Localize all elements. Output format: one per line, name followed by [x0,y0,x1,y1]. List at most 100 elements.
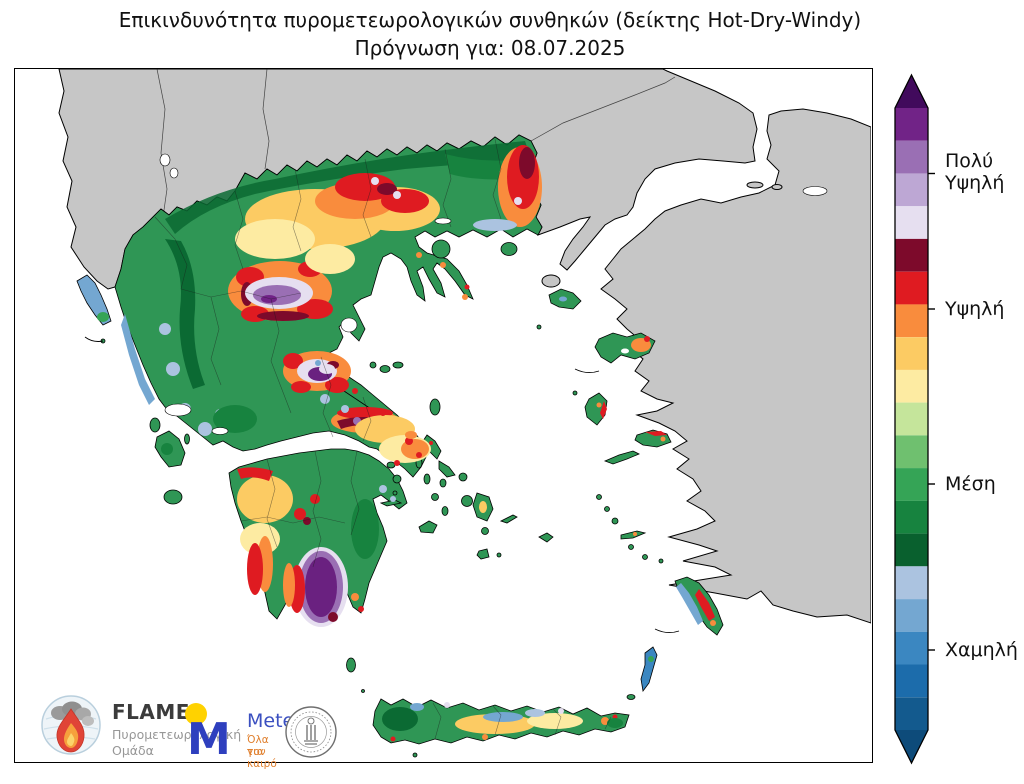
alonissos [392,361,404,369]
meteo-tagline-line1: Όλα για [247,734,269,758]
colorbar-segment [895,631,928,665]
thasos-island [431,239,451,259]
volvi-lake [434,217,452,225]
colorbar-segment [895,533,928,567]
colorbar [894,73,935,765]
colorbar-arrow-top [895,75,928,108]
flame-fire-cloud-icon [41,695,101,755]
mykonos [458,472,468,482]
symi [658,558,664,564]
skiathos [369,361,377,369]
meteo-m-icon: M [185,703,231,765]
country-borders [156,69,676,218]
chios-island [584,392,608,426]
flame-logo-subtitle-line1: Πυρομετεωρολογική [112,727,242,742]
agios-efstratios [536,324,542,330]
greece-risk-map [15,69,871,761]
trichonida-lake [211,427,229,435]
colorbar-segment [895,337,928,370]
colorbar-arrow-bottom [895,730,928,763]
ambracian-gulf [164,403,192,417]
gavdos [412,752,418,758]
ios [481,527,489,535]
iznik-lake [802,186,828,196]
meteo-tagline-line2: τον καιρό [247,746,277,770]
nisyros [628,544,634,550]
anafi [496,552,502,558]
colorbar-label-medium: Μέση [945,473,996,495]
milos-island [418,520,438,534]
admin-boundaries [154,138,612,740]
kythira-island [346,657,356,673]
prespa-lake [169,167,179,179]
map-axes [14,68,873,763]
ikaria-island [603,450,640,465]
samothraki-island [500,242,518,256]
sifnos [441,506,449,516]
skopelos [379,365,391,373]
paros [461,495,473,507]
aegina [392,474,402,484]
turkish-island [771,184,783,190]
poros [392,490,398,496]
zakynthos-island [163,489,183,505]
title-line2: Πρόγνωση για: 08.07.2025 [354,36,626,60]
colorbar-outline [894,73,929,765]
university-seal-icon [285,706,337,758]
colorbar-segment [895,435,928,469]
syros [439,478,447,488]
colorbar-segment [895,369,928,403]
title-line1: Επικινδυνότητα πυρομετεωρολογικών συνθηκ… [118,8,862,32]
colorbar-segment [895,500,928,534]
figure-title: Επικινδυνότητα πυρομετεωρολογικών συνθηκ… [0,6,980,62]
colorbar-segment [895,206,928,239]
colorbar-segment [895,173,928,207]
colorbar-segment [895,304,928,338]
kasos [626,694,636,700]
prespa-lake [159,153,171,167]
colorbar-segment [895,468,928,501]
santorini [476,548,490,560]
colorbar-segment [895,271,928,305]
antikythera-island [361,689,365,693]
colorbar-segment [895,402,928,436]
colorbar-label-very-high-line1: Πολύ [945,150,994,172]
colorbar-label-low: Χαμηλή [945,639,1018,661]
kos-island [620,530,647,540]
turkish-island [746,181,764,189]
colorbar-segment [895,238,928,272]
colorbar-segment [895,108,928,141]
flame-logo-subtitle-line2: Ομάδα [112,743,154,758]
colorbar-segment [895,599,928,632]
psara-island [572,390,578,396]
salamina [386,461,396,469]
lefkada-island [149,417,161,433]
colorbar-segment [895,697,928,731]
skyros-island [429,398,441,416]
kythnos [423,473,431,485]
colorbar-segment [895,140,928,174]
tinos-island [438,460,456,478]
colorbar-segment [895,664,928,698]
colorbar-segment [895,566,928,600]
patmos [596,494,602,500]
ithaca-island [184,433,190,445]
anatolia-landmass [600,108,871,624]
meteo-m-letter: M [187,714,231,758]
kalymnos [611,517,619,525]
tilos [642,554,648,560]
colorbar-label-very-high: Πολύ Υψηλή [945,150,1004,194]
amorgos [499,514,518,524]
hydra [379,499,403,507]
colorbar-label-high: Υψηλή [945,298,1005,320]
astypalea [538,532,554,543]
turkish-island [541,274,561,288]
meteo-logo: M Meteo Όλα για τον καιρό [183,700,306,770]
lakes [159,153,828,196]
leros [604,506,610,512]
colorbar-label-very-high-line2: Υψηλή [945,172,1005,194]
sea-arcs [84,336,680,634]
serifos [431,493,439,501]
pagasetic-gulf [340,317,358,333]
